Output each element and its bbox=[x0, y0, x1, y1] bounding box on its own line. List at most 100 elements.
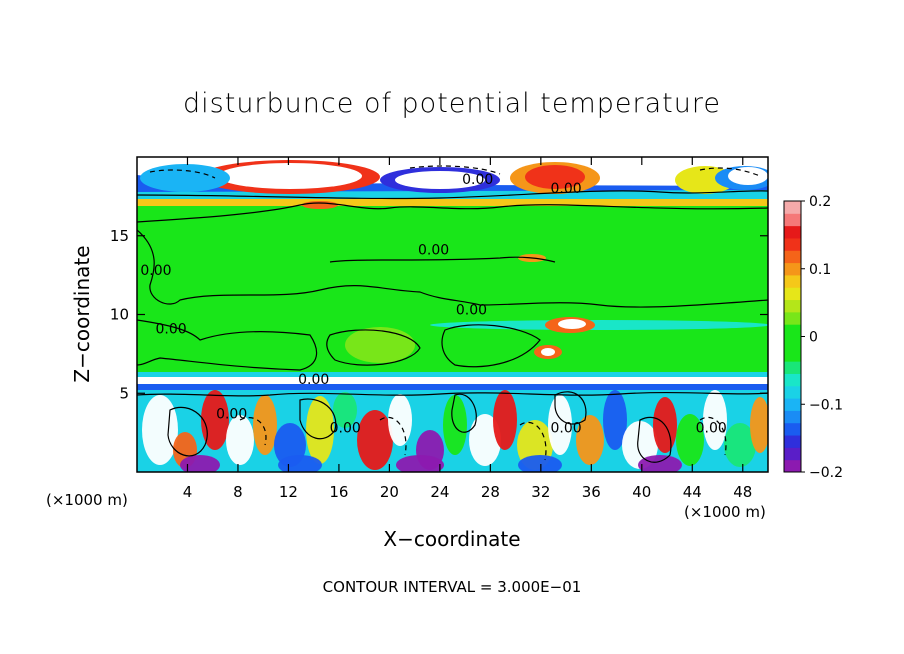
contour-label: 0.00 bbox=[298, 372, 329, 388]
mid-warm-cell-core bbox=[558, 319, 586, 329]
contour-boundary bbox=[137, 391, 768, 397]
colorbar-tick-label: 0 bbox=[809, 330, 818, 346]
contour-label: 0.00 bbox=[330, 421, 361, 437]
inversion-layer-blue bbox=[137, 384, 768, 390]
y-axis-ticks: 5 10 15 bbox=[110, 227, 768, 402]
upper-cool-cell-left bbox=[140, 164, 230, 192]
contour-dashed-upper bbox=[149, 165, 761, 179]
colorbar-swatch bbox=[784, 250, 801, 264]
colorbar-tick-label: −0.2 bbox=[809, 465, 843, 481]
turbulence-cell bbox=[576, 415, 604, 465]
turbulence-cell bbox=[676, 414, 704, 466]
turbulence-cell bbox=[306, 396, 334, 464]
x-tick-label: 24 bbox=[430, 483, 449, 501]
inversion-layer-white bbox=[137, 377, 768, 385]
upper-cool-cell-mid-core bbox=[395, 171, 485, 189]
colorbar-ticks: 0.2 0.1 0 −0.1 −0.2 bbox=[801, 194, 843, 481]
x-tick-label: 36 bbox=[582, 483, 601, 501]
x-unit-right: (×1000 m) bbox=[684, 503, 766, 521]
colorbar-swatch bbox=[784, 410, 801, 424]
contour-label: 0.00 bbox=[216, 406, 247, 422]
colorbar-tick-label: 0.1 bbox=[809, 262, 831, 278]
turbulence-cell bbox=[638, 455, 682, 472]
turbulence-cell bbox=[253, 395, 277, 455]
colorbar-swatch bbox=[784, 361, 801, 374]
x-axis-ticks: 4 8 12 16 20 24 28 32 36 40 44 48 bbox=[183, 157, 752, 501]
colorbar-swatch bbox=[784, 398, 801, 411]
y-axis-label: Z−coordinate bbox=[70, 245, 94, 382]
turbulence-cell bbox=[493, 390, 517, 450]
colorbar-swatch bbox=[784, 435, 801, 448]
upper-warm-spot bbox=[302, 201, 338, 209]
x-tick-label: 44 bbox=[683, 483, 702, 501]
contour-interval-note: CONTOUR INTERVAL = 3.000E−01 bbox=[323, 578, 582, 596]
x-tick-label: 12 bbox=[279, 483, 298, 501]
y-tick-label: 10 bbox=[110, 306, 129, 324]
colorbar bbox=[784, 201, 801, 473]
x-tick-label: 32 bbox=[531, 483, 550, 501]
plot-area bbox=[137, 157, 768, 472]
colorbar-swatch bbox=[784, 213, 801, 227]
contour-label: 0.00 bbox=[140, 263, 171, 279]
contour-boundary-cells bbox=[167, 391, 672, 463]
turbulence-cell bbox=[357, 410, 393, 470]
colorbar-swatch bbox=[784, 287, 801, 301]
colorbar-swatch bbox=[784, 299, 801, 313]
x-tick-label: 8 bbox=[233, 483, 243, 501]
contour-label: 0.00 bbox=[155, 321, 186, 337]
x-tick-label: 16 bbox=[329, 483, 348, 501]
turbulence-cell bbox=[388, 394, 412, 446]
x-tick-label: 28 bbox=[481, 483, 500, 501]
turbulence-cell bbox=[548, 395, 572, 455]
colorbar-swatch bbox=[784, 373, 801, 387]
chart-title: disturbunce of potential temperature bbox=[183, 88, 721, 119]
turbulence-cell bbox=[201, 390, 229, 450]
turbulence-cell bbox=[469, 414, 501, 466]
y-tick-label: 5 bbox=[119, 384, 129, 402]
contour-zero-right bbox=[441, 324, 541, 368]
colorbar-swatch bbox=[784, 447, 801, 461]
contour-zero-line-mid bbox=[329, 256, 556, 263]
colorbar-swatch bbox=[784, 385, 801, 399]
colorbar-tick-label: 0.2 bbox=[809, 194, 831, 210]
turbulence-cell bbox=[518, 455, 562, 472]
contour-zero-mid bbox=[137, 229, 768, 308]
x-tick-label: 4 bbox=[183, 483, 193, 501]
turbulence-cell bbox=[750, 397, 768, 453]
contour-label: 0.00 bbox=[550, 421, 581, 437]
upper-warm-cell-left-core bbox=[218, 163, 362, 189]
colorbar-swatch bbox=[784, 324, 801, 337]
turbulence-cell bbox=[226, 415, 254, 465]
turbulence-cell bbox=[333, 392, 357, 428]
turbulence-cell bbox=[703, 390, 727, 450]
turbulence-cell bbox=[724, 423, 756, 467]
contour-label: 0.00 bbox=[462, 172, 493, 188]
boundary-layer-cells bbox=[142, 390, 768, 472]
colorbar-swatch bbox=[784, 201, 801, 214]
y-tick-label: 15 bbox=[110, 227, 129, 245]
turbulence-cell bbox=[180, 455, 220, 472]
x-axis-label: X−coordinate bbox=[383, 527, 520, 551]
upper-warm-cell-mid-core bbox=[525, 165, 585, 189]
x-tick-label: 20 bbox=[380, 483, 399, 501]
contour-label: 0.00 bbox=[456, 303, 487, 319]
colorbar-swatch bbox=[784, 225, 801, 239]
turbulence-cell bbox=[142, 395, 178, 465]
upper-cool-cell-right-core bbox=[728, 167, 768, 185]
colorbar-tick-label: −0.1 bbox=[809, 397, 843, 413]
contour-zero-blob bbox=[326, 329, 421, 366]
turbulence-cell bbox=[396, 455, 444, 472]
mid-warm-cell-lower-core bbox=[541, 348, 555, 356]
contour-zero-lower bbox=[137, 319, 318, 371]
colorbar-swatch bbox=[784, 348, 801, 362]
contour-label: 0.00 bbox=[550, 181, 581, 197]
contour-zero-tropopause bbox=[137, 190, 768, 200]
contour-boundary-dashed bbox=[239, 416, 727, 461]
colorbar-swatch bbox=[784, 422, 801, 436]
contour-labels: 0.00 0.00 0.00 0.00 0.00 0.00 0.00 0.00 0.00 0.00… bbox=[140, 172, 726, 437]
contour-label: 0.00 bbox=[418, 243, 449, 259]
turbulence-cell bbox=[443, 395, 467, 455]
upper-layer-warm-edge bbox=[137, 199, 768, 206]
colorbar-swatch bbox=[784, 311, 801, 325]
